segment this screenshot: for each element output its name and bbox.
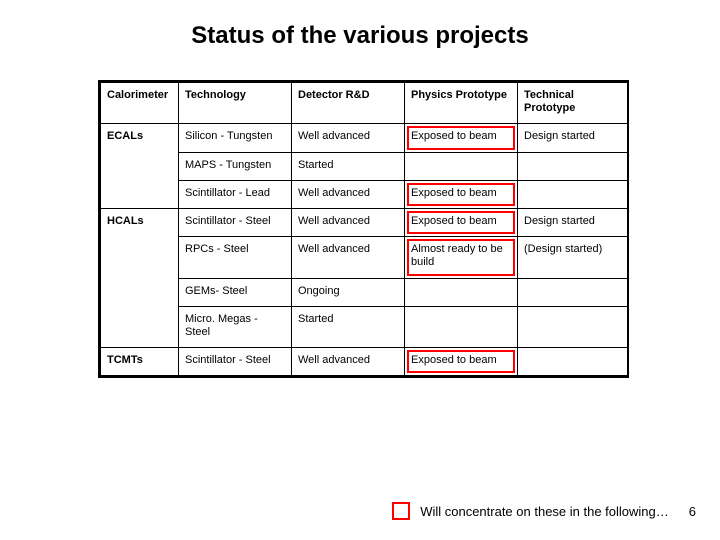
- footer: Will concentrate on these in the followi…: [392, 502, 696, 520]
- table-cell: Well advanced: [292, 124, 405, 152]
- table-cell: [518, 180, 628, 208]
- table-cell: Scintillator - Lead: [179, 180, 292, 208]
- table-cell: Design started: [518, 208, 628, 236]
- table-cell: Silicon - Tungsten: [179, 124, 292, 152]
- table-cell: Started: [292, 152, 405, 180]
- table-cell: Scintillator - Steel: [179, 208, 292, 236]
- col-header: Detector R&D: [292, 83, 405, 124]
- table-cell: Well advanced: [292, 208, 405, 236]
- table-row: Micro. Megas - SteelStarted: [101, 306, 628, 347]
- table-cell: Started: [292, 306, 405, 347]
- col-header: Physics Prototype: [405, 83, 518, 124]
- table-cell: Design started: [518, 124, 628, 152]
- highlight-legend-icon: [392, 502, 410, 520]
- table-cell: [518, 348, 628, 376]
- col-header: Technology: [179, 83, 292, 124]
- table-row: HCALsScintillator - SteelWell advancedEx…: [101, 208, 628, 236]
- footer-note: Will concentrate on these in the followi…: [420, 504, 669, 519]
- table-cell: [518, 306, 628, 347]
- table-cell: RPCs - Steel: [179, 237, 292, 278]
- page-number: 6: [689, 504, 696, 519]
- table-cell: [405, 278, 518, 306]
- table-row: ECALsSilicon - TungstenWell advancedExpo…: [101, 124, 628, 152]
- table-row: Scintillator - LeadWell advancedExposed …: [101, 180, 628, 208]
- slide-title: Status of the various projects: [0, 22, 720, 50]
- table-header-row: Calorimeter Technology Detector R&D Phys…: [101, 83, 628, 124]
- col-header: Calorimeter: [101, 83, 179, 124]
- table-cell: [518, 152, 628, 180]
- table-row: TCMTsScintillator - SteelWell advancedEx…: [101, 348, 628, 376]
- table-cell: (Design started): [518, 237, 628, 278]
- table-cell: TCMTs: [101, 348, 179, 376]
- table-cell: MAPS - Tungsten: [179, 152, 292, 180]
- table-cell: Exposed to beam: [405, 124, 518, 152]
- col-header: Technical Prototype: [518, 83, 628, 124]
- table-cell: ECALs: [101, 124, 179, 209]
- table-cell: Scintillator - Steel: [179, 348, 292, 376]
- table-cell: GEMs- Steel: [179, 278, 292, 306]
- table-cell: Well advanced: [292, 237, 405, 278]
- table-cell: Micro. Megas - Steel: [179, 306, 292, 347]
- table-cell: Exposed to beam: [405, 180, 518, 208]
- table-cell: Ongoing: [292, 278, 405, 306]
- table-cell: Exposed to beam: [405, 208, 518, 236]
- table-cell: Exposed to beam: [405, 348, 518, 376]
- status-table: Calorimeter Technology Detector R&D Phys…: [98, 80, 629, 378]
- table-cell: [405, 152, 518, 180]
- table-cell: Almost ready to be build: [405, 237, 518, 278]
- table-cell: Well advanced: [292, 180, 405, 208]
- table-row: RPCs - SteelWell advancedAlmost ready to…: [101, 237, 628, 278]
- table-cell: HCALs: [101, 208, 179, 347]
- table-row: MAPS - TungstenStarted: [101, 152, 628, 180]
- table-cell: Well advanced: [292, 348, 405, 376]
- table-cell: [518, 278, 628, 306]
- table-cell: [405, 306, 518, 347]
- table-row: GEMs- SteelOngoing: [101, 278, 628, 306]
